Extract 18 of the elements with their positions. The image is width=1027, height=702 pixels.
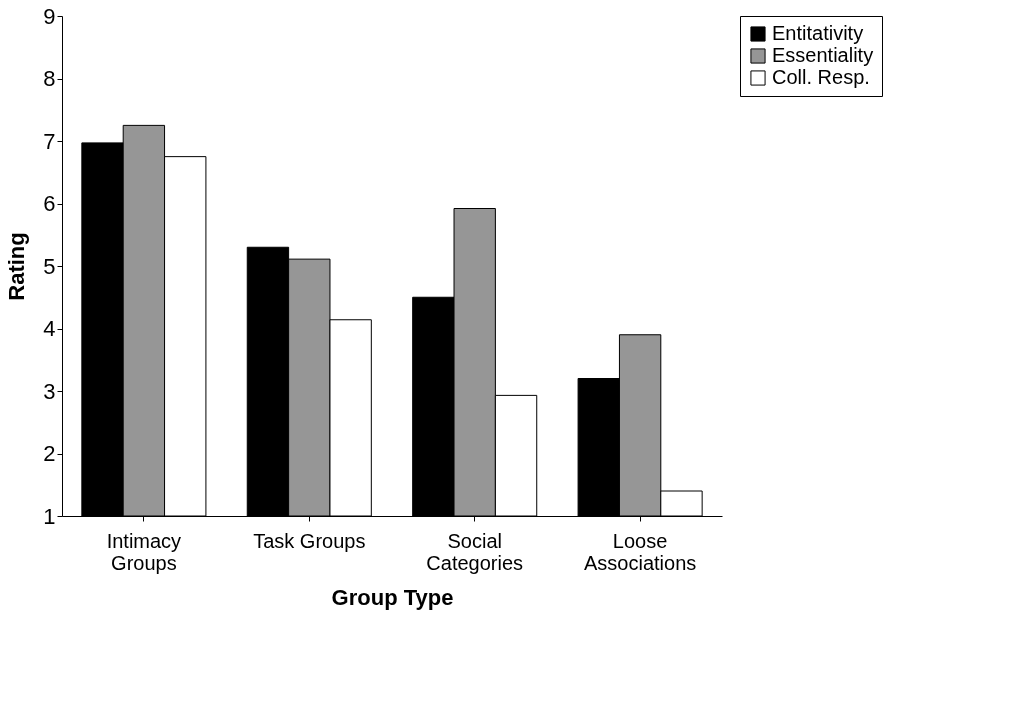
y-tick-label: 1: [43, 503, 56, 529]
x-tick-label: Intimacy Groups: [106, 529, 182, 574]
x-tick-label: Loose Associations: [583, 529, 697, 574]
y-tick-label: 9: [43, 3, 56, 29]
y-tick-label: 5: [43, 253, 56, 279]
y-tick-label: 2: [43, 441, 56, 466]
y-axis-title: Rating: [4, 232, 30, 301]
x-tick-label: Social Categories: [426, 529, 524, 574]
y-tick-label: 8: [43, 66, 56, 91]
legend-label: Essentiality: [772, 44, 874, 66]
y-tick-label: 4: [43, 316, 56, 341]
legend-label: Coll. Resp.: [772, 66, 870, 88]
y-tick-label: 7: [43, 128, 56, 154]
legend-label: Entitativity: [772, 22, 864, 44]
x-tick-label: Task Groups: [253, 529, 366, 552]
x-axis-title: Group Type: [331, 584, 454, 610]
y-tick-label: 3: [43, 378, 56, 404]
y-tick-label: 6: [43, 191, 56, 216]
